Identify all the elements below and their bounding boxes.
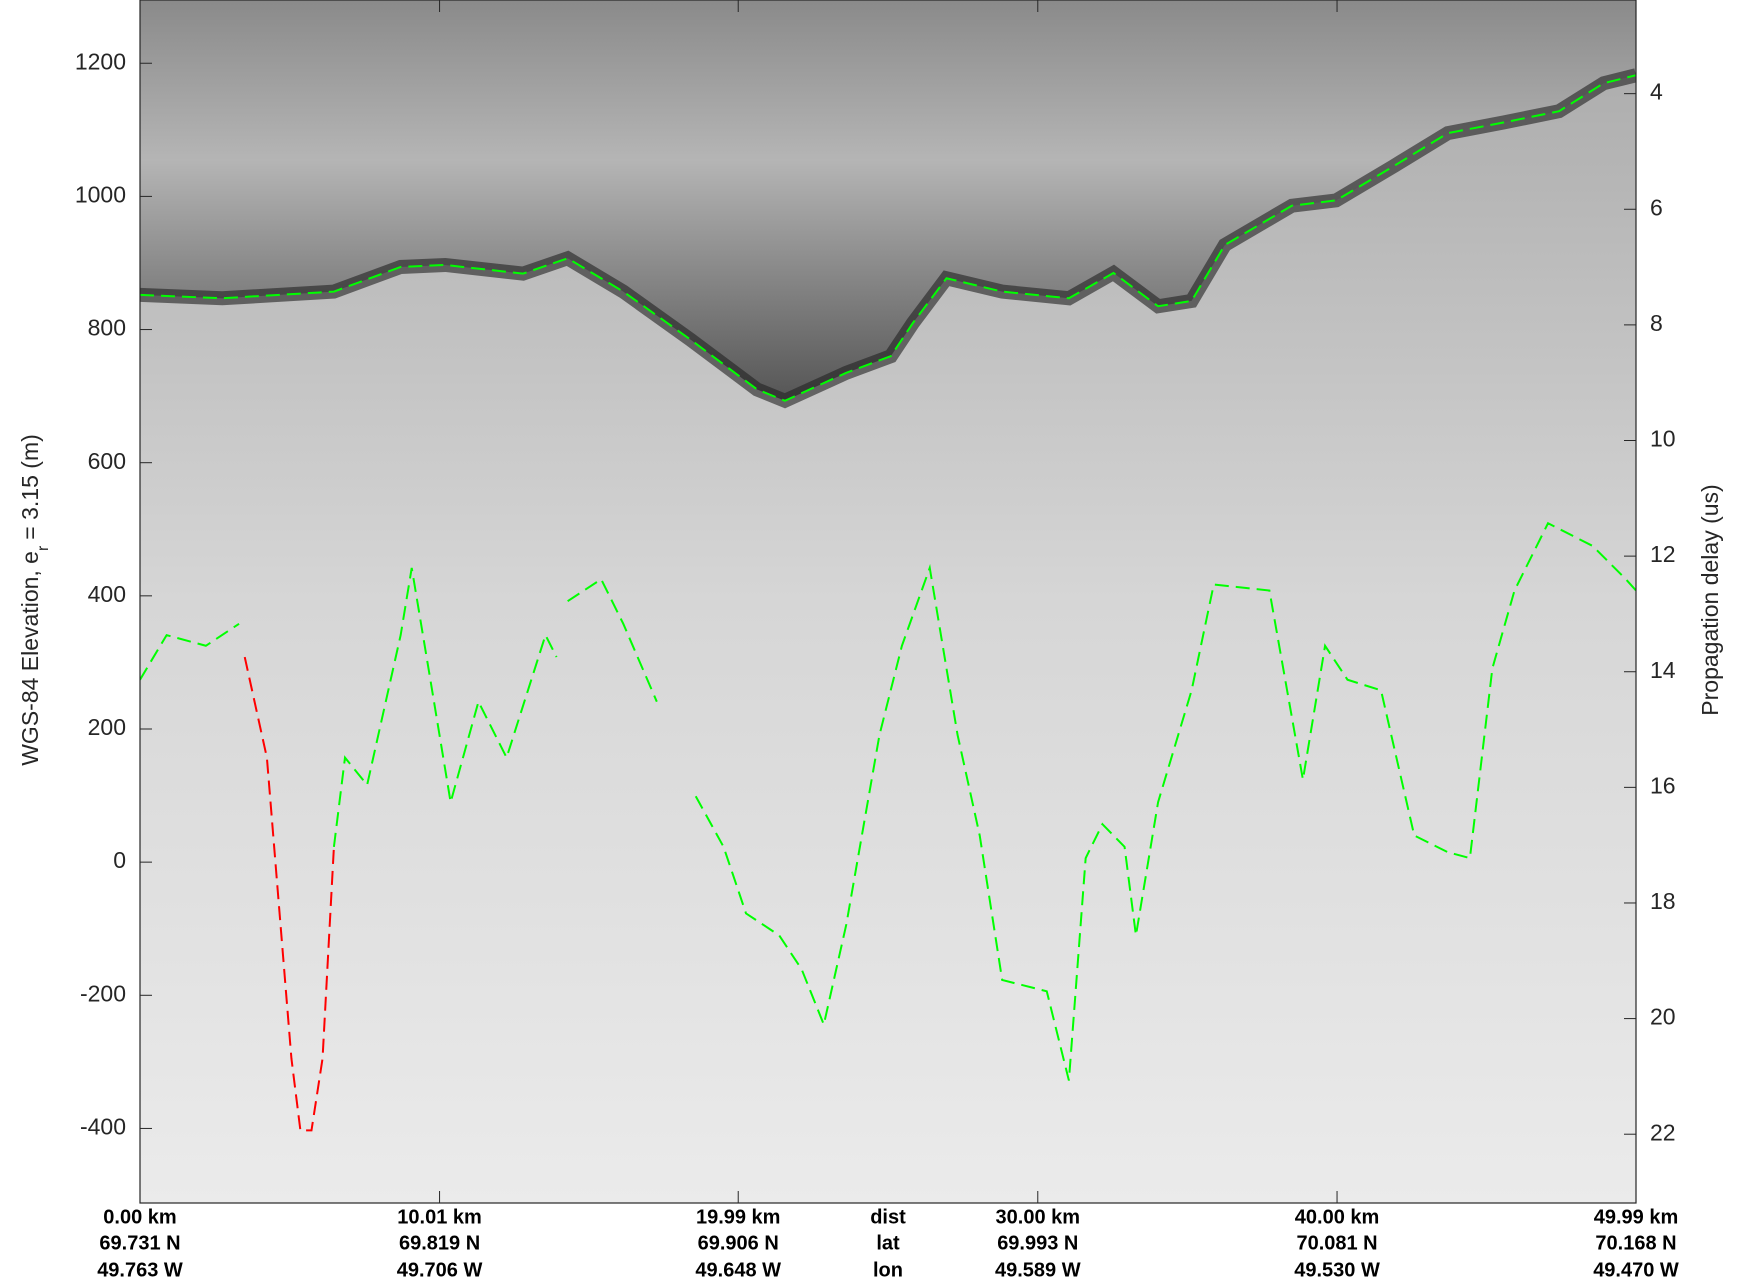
- y-tick-label: 400: [88, 581, 126, 607]
- x-tick-label: 69.819 N: [399, 1232, 480, 1254]
- layer-line: [140, 521, 1636, 1081]
- x-tick-label: 49.530 W: [1294, 1259, 1380, 1280]
- y2-tick-label: 8: [1650, 310, 1663, 336]
- y-tick-label: 800: [88, 315, 126, 341]
- x-tick-label: 0.00 km: [103, 1206, 176, 1228]
- y-axis-label: WGS-84 Elevation, er= 3.15 (m): [17, 434, 52, 766]
- x-tick-label: 69.906 N: [698, 1232, 779, 1254]
- x-tick-label: 69.731 N: [99, 1232, 180, 1254]
- y2-tick-label: 12: [1650, 541, 1676, 567]
- plot-frame: [139, 0, 1637, 1204]
- x-tick-label: 40.00 km: [1295, 1206, 1380, 1228]
- y2-tick-label: 16: [1650, 772, 1676, 798]
- y2-tick-label: 4: [1650, 79, 1663, 105]
- y-tick-label: 1000: [75, 181, 126, 207]
- ice-layer: [140, 0, 1636, 401]
- y2-tick-label: 22: [1650, 1119, 1676, 1145]
- x-tick-label: 69.993 N: [997, 1232, 1078, 1254]
- y-tick-label: -200: [80, 980, 126, 1006]
- x-tick-label: 49.589 W: [995, 1259, 1081, 1280]
- y-tick-label: 1200: [75, 48, 126, 74]
- x-tick-label: 30.00 km: [996, 1206, 1081, 1228]
- x-tick-label: 49.706 W: [397, 1259, 483, 1280]
- y-tick-label: 0: [113, 847, 126, 873]
- y2-tick-label: 10: [1650, 426, 1676, 452]
- y-tick-label: 200: [88, 714, 126, 740]
- x-row-label: dist: [870, 1206, 906, 1228]
- plot-area: [140, 0, 1636, 1203]
- x-tick-label: 19.99 km: [696, 1206, 781, 1228]
- y2-tick-label: 20: [1650, 1004, 1676, 1030]
- x-tick-label: 49.99 km: [1594, 1206, 1679, 1228]
- y2-tick-label: 14: [1650, 657, 1676, 683]
- y2-tick-label: 18: [1650, 888, 1676, 914]
- x-tick-label: 49.763 W: [97, 1259, 183, 1280]
- x-row-label: lon: [873, 1259, 903, 1280]
- y-tick-label: -400: [80, 1114, 126, 1140]
- y2-tick-label: 6: [1650, 194, 1663, 220]
- x-tick-label: 70.168 N: [1595, 1232, 1676, 1254]
- x-tick-label: 10.01 km: [397, 1206, 482, 1228]
- x-tick-label: 70.081 N: [1296, 1232, 1377, 1254]
- x-row-label: lat: [876, 1232, 900, 1254]
- y2-axis-label: Propagation delay (us): [1697, 484, 1723, 715]
- x-tick-label: 49.648 W: [695, 1259, 781, 1280]
- y-tick-label: 600: [88, 448, 126, 474]
- x-tick-label: 49.470 W: [1593, 1259, 1679, 1280]
- layer-line: [140, 74, 1636, 402]
